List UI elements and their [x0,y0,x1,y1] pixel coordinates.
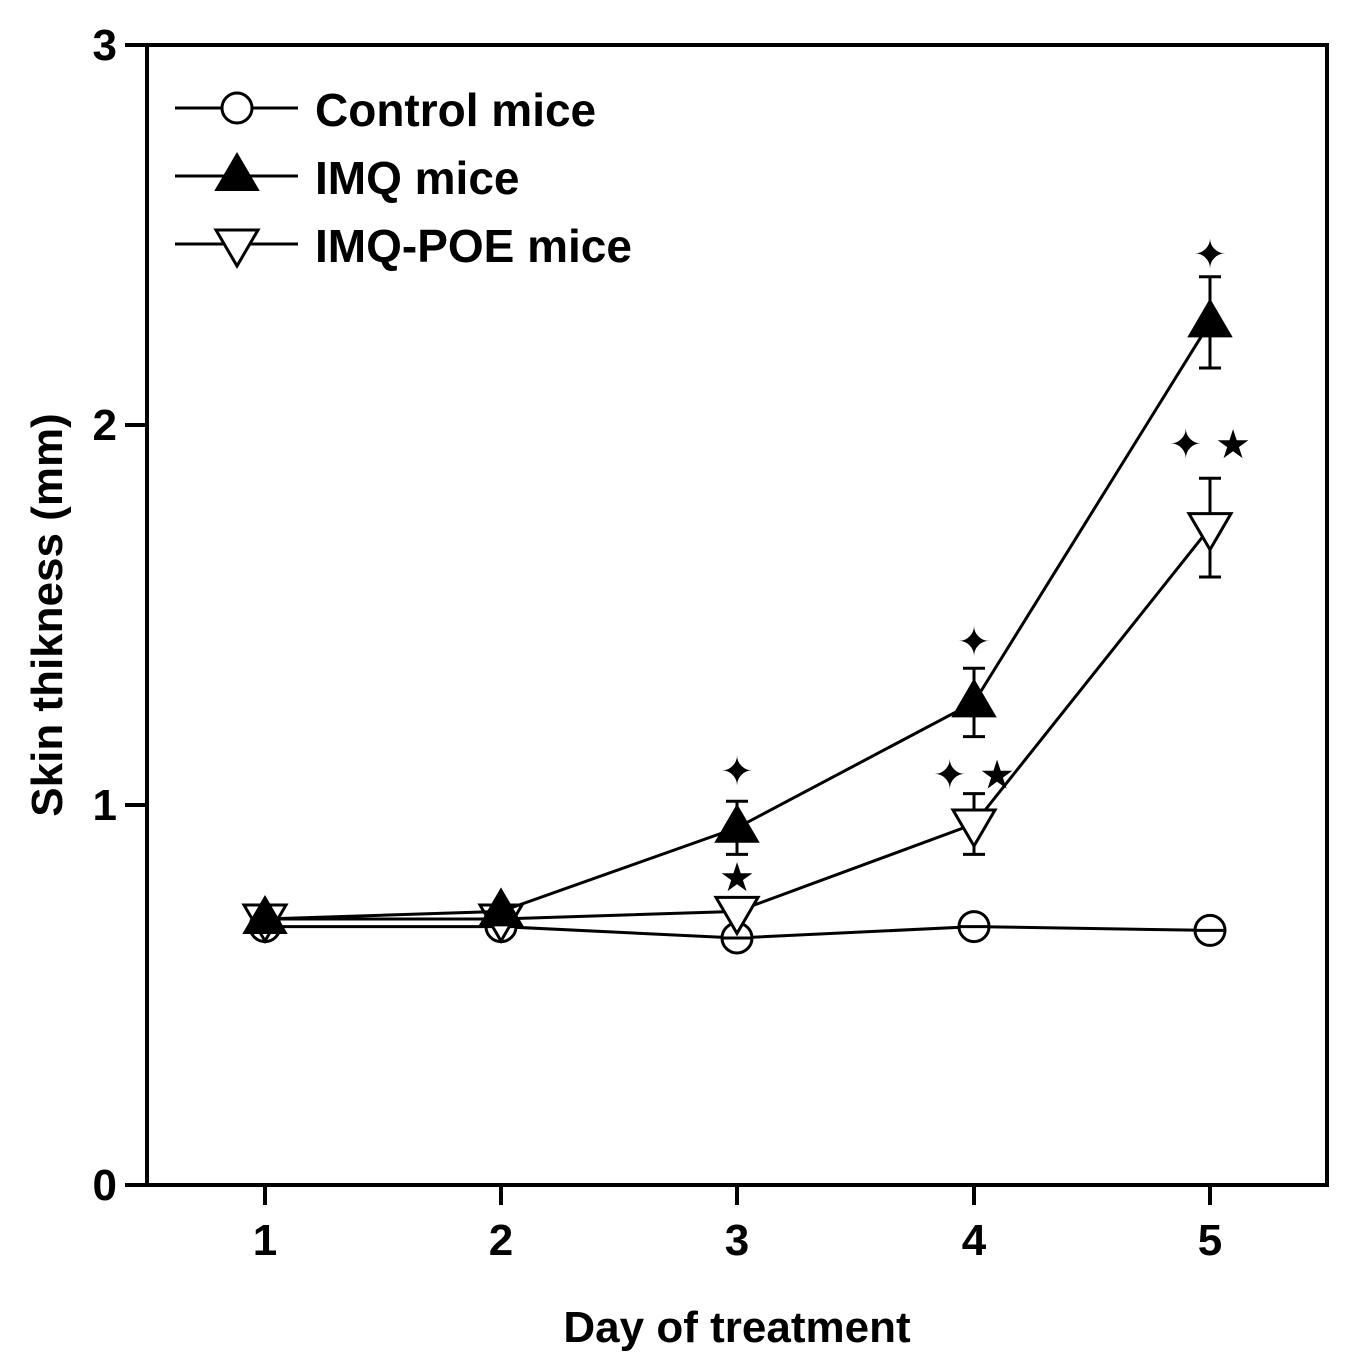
x-tick-label-5: 5 [1198,1216,1222,1265]
x-tick-label-3: 3 [725,1216,749,1265]
series-imq-mice [242,275,1233,934]
y-axis-title: Skin thikness (mm) [23,413,72,816]
point-imq-mice-day5 [1187,298,1233,338]
point-imq-poe-mice-day5 [1186,512,1234,553]
significance-mark-1: ✦ [720,749,754,795]
significance-mark-4: ✦ ★ [933,753,1015,799]
legend-item-control: Control mice [175,84,596,136]
y-tick-label-3: 3 [93,21,117,70]
significance-mark-5: ✦ [1193,232,1227,278]
plot-frame [145,43,1329,1187]
point-imq-mice-day2 [478,887,524,927]
legend-marker-imq-poe [213,228,261,269]
legend-marker-imq [214,152,260,191]
legend-item-imq-poe: IMQ-POE mice [175,220,632,272]
legend-label-control: Control mice [315,84,596,136]
y-axis: 0 1 2 3 [93,21,147,1210]
point-imq-mice-day4 [951,678,997,718]
point-imq-poe-mice-day4 [950,808,998,849]
significance-mark-2: ★ [719,855,755,901]
x-tick-label-1: 1 [253,1216,277,1265]
x-axis: 1 2 3 4 5 [253,1185,1222,1265]
legend-marker-control [220,91,254,125]
y-tick-label-2: 2 [93,401,117,450]
significance-mark-3: ✦ [957,620,991,666]
legend: Control mice IMQ mice IMQ-POE mice [175,84,632,272]
legend-label-imq: IMQ mice [315,152,520,204]
significance-marks: ✦ ★ ✦ ✦ ★ ✦ ✦ ★ [719,232,1251,901]
legend-label-imq-poe: IMQ-POE mice [315,220,632,272]
significance-mark-6: ✦ ★ [1169,422,1251,468]
x-tick-label-4: 4 [962,1216,987,1265]
x-tick-label-2: 2 [489,1216,513,1265]
point-imq-mice-day1 [242,895,288,934]
point-imq-poe-mice-day3 [713,895,761,937]
x-axis-title: Day of treatment [563,1303,911,1352]
point-imq-mice-day3 [714,803,760,843]
y-tick-label-1: 1 [93,781,117,830]
series-layer [241,275,1234,955]
y-tick-label-0: 0 [93,1161,117,1210]
legend-item-imq: IMQ mice [175,152,520,204]
